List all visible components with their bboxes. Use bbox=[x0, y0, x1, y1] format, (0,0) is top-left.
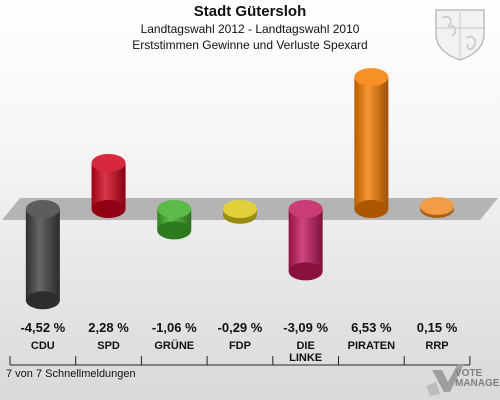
bar-cap-bottom bbox=[288, 262, 323, 281]
bar-cap-bottom bbox=[91, 200, 126, 218]
value-label: -1,06 % bbox=[152, 320, 197, 335]
value-label: 2,28 % bbox=[88, 320, 129, 335]
category-label: RRP bbox=[425, 340, 448, 352]
value-label: -4,52 % bbox=[20, 320, 65, 335]
chart-subtitle: Landtagswahl 2012 - Landtagswahl 2010 bbox=[140, 22, 360, 36]
value-label: -0,29 % bbox=[218, 320, 263, 335]
category-label: GRÜNE bbox=[154, 339, 194, 352]
bar-cap-top bbox=[420, 196, 455, 215]
bar-cap-top bbox=[354, 68, 389, 87]
bar-cap-top bbox=[288, 200, 323, 218]
value-label: -3,09 % bbox=[283, 320, 328, 335]
reports-count: 7 von 7 Schnellmeldungen bbox=[6, 368, 136, 380]
chart-description: Erststimmen Gewinne und Verluste Spexard bbox=[132, 38, 368, 52]
value-label: 0,15 % bbox=[417, 320, 458, 335]
bar-cap-bottom bbox=[25, 291, 60, 310]
bar-cap-bottom bbox=[354, 200, 389, 218]
bar-cap-top bbox=[91, 153, 126, 172]
bar-cap-top bbox=[157, 200, 192, 218]
bar-die-linke bbox=[288, 209, 323, 272]
category-label: LINKE bbox=[289, 352, 322, 364]
coat-of-arms-icon bbox=[435, 9, 485, 61]
logo-wordmark: VOTE MANAGER bbox=[455, 369, 500, 389]
category-label: DIE bbox=[296, 340, 314, 352]
logo-line-vote: VOTE bbox=[455, 368, 483, 379]
value-label: 6,53 % bbox=[351, 320, 392, 335]
logo-line-manager: MANAGER bbox=[455, 378, 500, 389]
bar-piraten bbox=[354, 77, 389, 210]
bar-cdu bbox=[25, 209, 60, 301]
vote-manager-logo-icon bbox=[426, 364, 464, 396]
category-label: FDP bbox=[229, 340, 251, 352]
category-label: SPD bbox=[97, 340, 120, 352]
bar-cap-top bbox=[25, 200, 60, 218]
category-label: PIRATEN bbox=[348, 340, 396, 352]
chart-title: Stadt Gütersloh bbox=[193, 3, 307, 20]
bar-cap-top bbox=[222, 200, 257, 218]
category-label: CDU bbox=[31, 340, 55, 352]
bar-cap-bottom bbox=[157, 221, 192, 240]
